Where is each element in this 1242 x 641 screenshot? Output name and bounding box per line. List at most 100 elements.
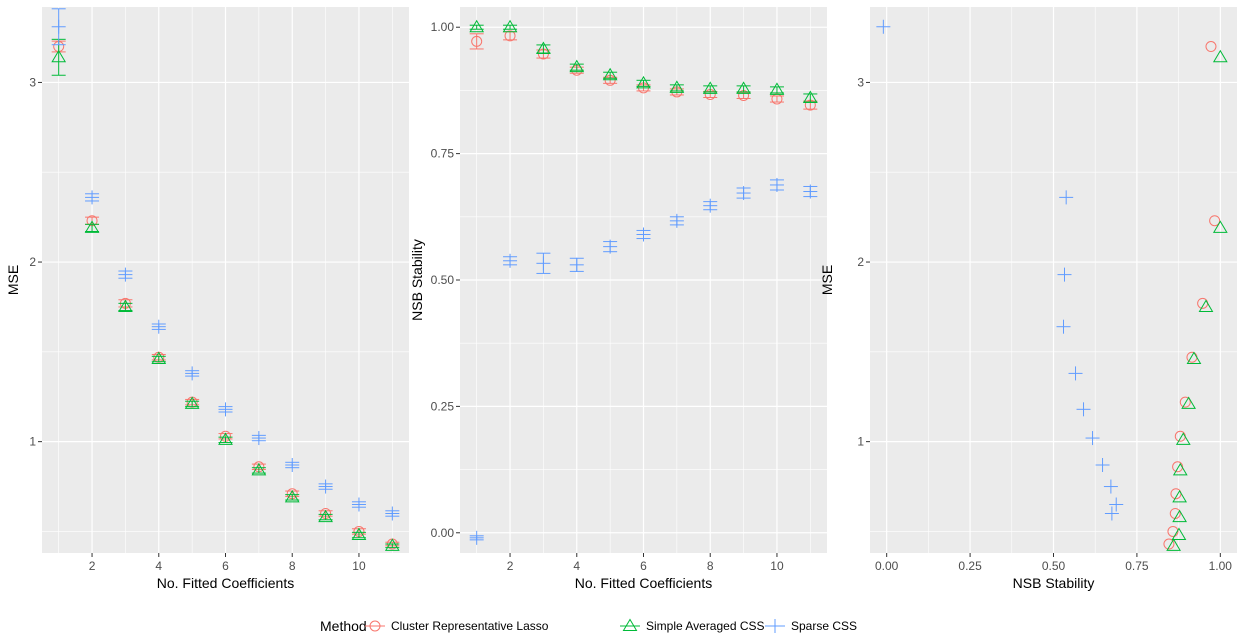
panel-3-simple-averaged-css-point-2: [1212, 220, 1228, 233]
panel-3-xtick-label-2: 0.50: [1042, 559, 1066, 573]
legend-label-cluster-representative-lasso: Cluster Representative Lasso: [391, 619, 549, 633]
panel-1-sparse-css-point-10: [351, 497, 366, 512]
panel-3-sparse-css-point-10: [1109, 497, 1124, 512]
panel-3-simple-averaged-css-point-1: [1212, 49, 1228, 63]
panel-1-simple-averaged-css-point-10-error-bar: [351, 531, 366, 539]
panel-3-simple-averaged-css-point-8: [1172, 489, 1187, 503]
legend: Method Cluster Representative Lasso Simp…: [320, 618, 857, 634]
panel-3-simple-averaged-css-point-10: [1171, 527, 1187, 541]
panel-2-simple-averaged-css-point-9-error-bar: [736, 85, 751, 93]
panel-3-sparse-css-point-7: [1085, 431, 1100, 446]
panel-1-simple-averaged-css-point-6: [218, 432, 233, 445]
panel-1-simple-averaged-css-point-8-error-bar: [285, 494, 300, 501]
panel-1-simple-averaged-css-point-11: [384, 538, 400, 551]
panel-2-cluster-representative-lasso-point-2: [504, 30, 516, 42]
panel-2-y-axis-title: NSB Stability: [409, 239, 425, 321]
panel-1-x-axis-title: No. Fitted Coefficients: [157, 575, 294, 591]
panel-1-sparse-css-point-5: [185, 366, 200, 381]
panel-1-simple-averaged-css-point-3-error-bar: [118, 302, 133, 312]
panel-2-series-sparse-css: [469, 177, 818, 545]
panel-1-simple-averaged-css-point-4-error-bar: [151, 355, 166, 363]
panel-3-simple-averaged-css-point-5: [1181, 396, 1196, 409]
panel-2-sparse-css-point-7: [669, 213, 684, 228]
panel-3-cluster-representative-lasso-point-7: [1172, 461, 1184, 473]
panel-2-sparse-css-point-8: [703, 198, 718, 213]
panel-2-simple-averaged-css-point-4-error-bar: [569, 63, 584, 71]
panel-2-simple-averaged-css-point-6-error-bar: [636, 79, 651, 87]
panel-2-simple-averaged-css-point-8-error-bar: [703, 85, 718, 93]
panel-1-simple-averaged-css-point-9: [318, 509, 333, 523]
panel-2-simple-averaged-css-point-2: [502, 19, 518, 33]
panel-1-sparse-css-point-6: [218, 402, 233, 417]
panel-3-sparse-css-point-6: [1076, 402, 1091, 417]
panel-2-xtick-label-1: 4: [573, 559, 580, 573]
panel-1-series-simple-averaged-css: [51, 38, 400, 551]
panel-2-simple-averaged-css-point-7: [669, 80, 685, 93]
panel-3-cluster-representative-lasso-point-2: [1209, 215, 1221, 227]
panel-3-sparse-css-point-5: [1068, 366, 1083, 381]
legend-key-cluster-representative-lasso: [365, 620, 385, 632]
panel-3-y-axis-title: MSE: [819, 265, 835, 295]
panel-2-ytick-label-3: 0.75: [431, 147, 455, 161]
panel-1-simple-averaged-css-point-9-error-bar: [318, 513, 333, 521]
legend-title: Method: [320, 618, 367, 634]
panel-2-x-axis-title: No. Fitted Coefficients: [575, 575, 712, 591]
panel-1-sparse-css-point-2: [85, 190, 100, 205]
panel-1-ytick-label-2: 3: [29, 75, 36, 89]
panel-1-xtick-label-4: 10: [352, 559, 366, 573]
panel-2-simple-averaged-css-point-3: [536, 41, 551, 54]
legend-key-sparse-css: [765, 619, 785, 633]
panel-3-xtick-label-0: 0.00: [875, 559, 899, 573]
panel-2-simple-averaged-css-point-7-error-bar: [669, 84, 684, 92]
panel-2-sparse-css-point-2: [503, 253, 518, 268]
panel-3-xtick-label-4: 1.00: [1209, 559, 1233, 573]
panel-1-y-axis-title: MSE: [5, 265, 21, 295]
panel-3-series-sparse-css: [876, 19, 1124, 521]
panel-2-simple-averaged-css-point-8: [702, 81, 718, 94]
panel-1-simple-averaged-css-point-3: [118, 299, 133, 312]
panel-2-simple-averaged-css-point-5-error-bar: [603, 71, 618, 79]
panel-2-simple-averaged-css-point-4: [569, 59, 585, 73]
panel-1-simple-averaged-css-point-7: [251, 462, 267, 476]
panel-3-ytick-label-0: 1: [857, 435, 864, 449]
legend-key-simple-averaged-css: [620, 618, 640, 631]
panel-2-sparse-css-point-4: [569, 257, 584, 272]
panel-3-x-axis-title: NSB Stability: [1013, 575, 1095, 591]
panel-3-simple-averaged-css-point-11: [1166, 538, 1181, 551]
panel-3-simple-averaged-css-point-3: [1198, 299, 1214, 312]
panel-1-simple-averaged-css-point-10: [351, 527, 367, 541]
panel-1-ytick-label-0: 1: [29, 435, 36, 449]
panel-1-simple-averaged-css-point-2: [84, 220, 100, 233]
panel-1-sparse-css-point-11: [385, 506, 400, 521]
panel-3-xtick-label-3: 0.75: [1125, 559, 1149, 573]
panel-3-series-simple-averaged-css: [1166, 49, 1228, 551]
panel-2-sparse-css-point-1: [469, 530, 484, 545]
panel-2-xtick-label-4: 10: [770, 559, 784, 573]
panel-2-simple-averaged-css-point-10: [769, 82, 785, 95]
panel-3-cluster-representative-lasso-point-10: [1167, 525, 1179, 537]
panel-1-sparse-css-point-8: [285, 457, 300, 472]
panel-2-ytick-label-0: 0.00: [431, 526, 455, 540]
panel-2-cluster-representative-lasso-point-10-error-bar: [769, 95, 784, 103]
panel-1-xtick-label-1: 4: [155, 559, 162, 573]
panel-2-simple-averaged-css-point-6: [636, 75, 651, 89]
panel-2-sparse-css-point-6: [636, 227, 651, 242]
panel-3-xtick-label-1: 0.25: [958, 559, 982, 573]
panel-3-simple-averaged-css-point-7: [1172, 462, 1188, 476]
panel-2-ytick-label-2: 0.50: [431, 273, 455, 287]
panel-2-sparse-css-point-3: [536, 256, 551, 271]
panel-3-sparse-css-point-11: [1104, 506, 1119, 521]
panel-3-sparse-css-point-4: [1056, 319, 1071, 334]
panel-1-sparse-css-point-4: [151, 319, 166, 334]
panel-3-cluster-representative-lasso-point-5: [1179, 396, 1191, 408]
panel-1-sparse-css-point-3: [118, 267, 133, 282]
panel-2-simple-averaged-css-point-1: [469, 19, 485, 33]
panel-1-simple-averaged-css-point-8: [284, 489, 300, 503]
panel-1-simple-averaged-css-point-2-error-bar: [85, 223, 100, 233]
panel-3-simple-averaged-css-point-9: [1172, 509, 1187, 523]
panel-2-ytick-label-1: 0.25: [431, 399, 455, 413]
panel-2-sparse-css-point-9: [736, 186, 751, 201]
panel-3-simple-averaged-css-point-6: [1175, 432, 1191, 445]
panel-1-ytick-label-1: 2: [29, 255, 36, 269]
